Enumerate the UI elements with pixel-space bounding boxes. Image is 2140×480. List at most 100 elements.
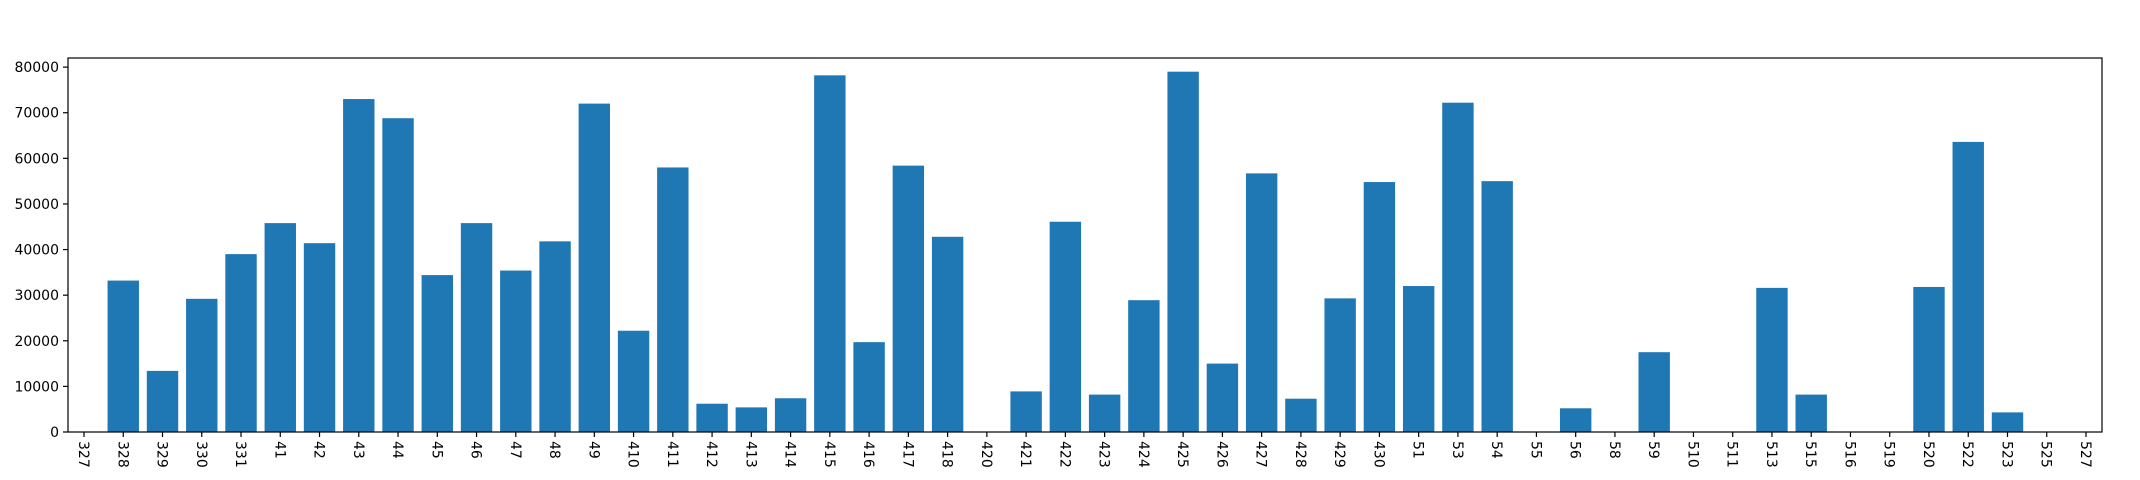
bar-46 [460, 223, 493, 432]
bar-429 [1324, 298, 1356, 432]
bar-417 [892, 165, 925, 432]
x-tick-label: 48 [546, 441, 562, 459]
bar-413 [735, 407, 768, 432]
x-tick-label: 44 [389, 441, 405, 459]
x-tick-label: 413 [742, 441, 758, 468]
bar-328 [107, 280, 139, 432]
bar-42 [303, 243, 336, 432]
x-tick-label: 428 [1292, 441, 1308, 468]
x-tick-label: 43 [350, 441, 366, 459]
x-tick-label: 59 [1645, 441, 1661, 459]
x-tick-label: 411 [664, 441, 680, 468]
bar-423 [1088, 394, 1121, 432]
x-tick-label: 45 [428, 441, 444, 459]
bar-49 [578, 103, 611, 433]
x-tick-label: 56 [1567, 441, 1583, 459]
bar-427 [1245, 173, 1278, 432]
x-tick-label: 515 [1802, 441, 1818, 468]
x-tick-label: 422 [1056, 441, 1072, 468]
x-tick-label: 53 [1449, 441, 1465, 459]
bar-412 [696, 403, 728, 432]
x-tick-label: 420 [978, 441, 994, 468]
x-tick-label: 47 [507, 441, 523, 459]
x-tick-label: 49 [585, 441, 601, 459]
y-tick-label: 70000 [14, 106, 59, 122]
bar-43 [343, 99, 375, 433]
x-tick-label: 414 [782, 441, 798, 468]
x-tick-label: 410 [625, 441, 641, 468]
bar-520 [1913, 286, 1945, 432]
bar-415 [814, 75, 846, 432]
bar-56 [1559, 408, 1592, 432]
x-tick-label: 58 [1606, 441, 1622, 459]
x-tick-label: 331 [232, 441, 248, 468]
x-tick-label: 523 [1998, 441, 2014, 468]
x-tick-label: 425 [1174, 441, 1190, 468]
bar-47 [500, 270, 532, 432]
bar-515 [1795, 394, 1827, 432]
x-tick-label: 54 [1488, 441, 1504, 459]
bar-54 [1481, 181, 1513, 432]
bar-331 [225, 254, 257, 432]
x-tick-label: 429 [1331, 441, 1347, 468]
x-tick-label: 421 [1017, 441, 1033, 468]
x-tick-label: 55 [1527, 441, 1543, 459]
bar-426 [1206, 363, 1239, 432]
bar-329 [146, 370, 179, 432]
bar-422 [1049, 221, 1082, 432]
y-tick-label: 40000 [14, 243, 59, 259]
x-tick-label: 427 [1253, 441, 1269, 468]
x-tick-label: 412 [703, 441, 719, 468]
x-tick-label: 328 [114, 441, 130, 468]
x-tick-label: 330 [193, 441, 209, 468]
x-tick-label: 41 [271, 441, 287, 459]
x-tick-label: 527 [2077, 441, 2093, 468]
y-tick-label: 30000 [14, 288, 59, 304]
x-tick-label: 510 [1684, 441, 1700, 468]
y-tick-label: 10000 [14, 379, 59, 395]
x-tick-label: 415 [821, 441, 837, 468]
x-tick-label: 426 [1213, 441, 1229, 468]
bar-430 [1363, 182, 1396, 432]
x-tick-label: 516 [1841, 441, 1857, 468]
x-tick-label: 418 [939, 441, 955, 468]
x-tick-label: 329 [154, 441, 170, 468]
bar-513 [1756, 287, 1788, 432]
plot-frame [67, 57, 2103, 433]
bar-410 [617, 330, 650, 432]
bar-41 [264, 223, 296, 432]
x-tick-label: 513 [1763, 441, 1779, 468]
bar-53 [1442, 102, 1474, 432]
y-tick-label: 50000 [14, 197, 59, 213]
x-tick-label: 520 [1920, 441, 1936, 468]
bars-group [107, 71, 2024, 433]
x-tick-label: 417 [899, 441, 915, 468]
x-tick-label: 42 [311, 441, 327, 459]
y-tick-label: 0 [50, 425, 59, 441]
bar-330 [186, 298, 218, 432]
x-tick-label: 51 [1410, 441, 1426, 459]
bar-523 [1991, 412, 2024, 432]
bar-418 [931, 236, 964, 432]
x-tick-label: 519 [1881, 441, 1897, 468]
bar-411 [657, 167, 689, 432]
y-tick-label: 60000 [14, 151, 59, 167]
x-tick-label: 423 [1096, 441, 1112, 468]
bar-424 [1128, 300, 1160, 432]
x-tick-label: 424 [1135, 441, 1151, 468]
bar-48 [539, 241, 571, 432]
x-tick-label: 511 [1724, 441, 1740, 468]
x-tick-label: 525 [2038, 441, 2054, 468]
x-tick-label: 522 [1959, 441, 1975, 468]
y-axis: 0 10000 20000 30000 40000 50000 60000 70000 8000… [14, 60, 68, 441]
x-axis: 327 328 329 330 331 41 42 43 44 45 46 47 48 49 410 411 4… [75, 432, 2093, 468]
bar-425 [1167, 71, 1199, 433]
bar-416 [853, 342, 885, 432]
y-tick-label: 20000 [14, 334, 59, 350]
y-tick-label: 80000 [14, 60, 59, 76]
x-tick-label: 327 [75, 441, 91, 468]
bar-59 [1638, 352, 1670, 432]
bar-414 [774, 398, 807, 432]
bar-428 [1285, 398, 1317, 432]
